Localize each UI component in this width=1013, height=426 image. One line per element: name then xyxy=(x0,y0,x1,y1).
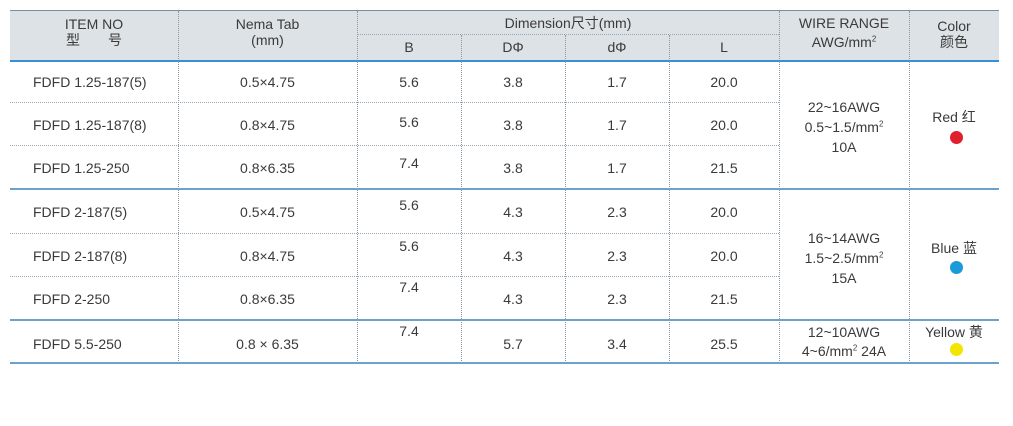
header-divider xyxy=(178,11,179,59)
table-header xyxy=(10,10,999,62)
row-7-nema: 0.8 × 6.35 xyxy=(236,336,299,352)
header-wire-unit: AWG/mm2 xyxy=(811,34,877,50)
header-item-no: ITEM NO xyxy=(64,16,124,32)
body-divider xyxy=(178,61,179,363)
row-4-item: FDFD 2-187(5) xyxy=(33,204,128,220)
body-divider xyxy=(909,61,910,363)
row-7-L: 25.5 xyxy=(710,336,738,352)
row-5-b: 5.6 xyxy=(399,238,419,254)
row-4-nema: 0.5×4.75 xyxy=(240,204,295,220)
row-1-b: 5.6 xyxy=(399,74,419,90)
row-5-nema: 0.8×4.75 xyxy=(240,248,295,264)
row-1-L: 20.0 xyxy=(710,74,738,90)
header-col-d: dΦ xyxy=(607,39,627,55)
header-col-D: DΦ xyxy=(502,39,524,55)
group-3-color-label: Yellow 黄 xyxy=(925,324,983,340)
group-1-color-label: Red 红 xyxy=(932,109,976,125)
header-color-cn: 颜色 xyxy=(940,34,968,50)
group-2-wire-amp: 15A xyxy=(831,270,857,286)
row-separator xyxy=(10,276,779,277)
row-6-L: 21.5 xyxy=(710,291,738,307)
group-1-wire-mm: 0.5~1.5/mm2 xyxy=(804,119,884,135)
red-color-dot xyxy=(950,131,963,144)
group-1-wire-amp: 10A xyxy=(831,139,857,155)
row-separator xyxy=(10,233,779,234)
header-divider xyxy=(669,35,670,59)
group-separator xyxy=(10,188,999,190)
row-3-D: 3.8 xyxy=(503,160,523,176)
header-divider xyxy=(779,11,780,59)
row-1-nema: 0.5×4.75 xyxy=(240,74,295,90)
row-2-d: 1.7 xyxy=(607,117,627,133)
row-7-item: FDFD 5.5-250 xyxy=(33,336,122,352)
table-bottom-border xyxy=(10,362,999,364)
group-1-wire-awg: 22~16AWG xyxy=(807,99,881,115)
group-3-wire-mm: 4~6/mm2 24A xyxy=(801,343,887,359)
group-2-wire-awg: 16~14AWG xyxy=(807,230,881,246)
row-2-D: 3.8 xyxy=(503,117,523,133)
row-6-b: 7.4 xyxy=(399,279,419,295)
row-5-D: 4.3 xyxy=(503,248,523,264)
header-divider xyxy=(461,35,462,59)
row-6-nema: 0.8×6.35 xyxy=(240,291,295,307)
row-3-nema: 0.8×6.35 xyxy=(240,160,295,176)
body-divider xyxy=(779,61,780,363)
row-7-d: 3.4 xyxy=(607,336,627,352)
row-1-d: 1.7 xyxy=(607,74,627,90)
row-5-item: FDFD 2-187(8) xyxy=(33,248,128,264)
row-2-L: 20.0 xyxy=(710,117,738,133)
row-7-b: 7.4 xyxy=(399,323,419,339)
group-separator xyxy=(10,319,999,321)
header-item-no-cn: 型 号 xyxy=(66,32,122,48)
row-6-item: FDFD 2-250 xyxy=(33,291,111,307)
header-subdivider xyxy=(357,34,779,35)
header-col-L: L xyxy=(720,39,728,55)
row-4-d: 2.3 xyxy=(607,204,627,220)
header-color: Color xyxy=(937,18,971,34)
row-1-item: FDFD 1.25-187(5) xyxy=(33,74,147,90)
row-separator xyxy=(10,102,779,103)
row-5-d: 2.3 xyxy=(607,248,627,264)
yellow-color-dot xyxy=(950,343,963,356)
row-4-b: 5.6 xyxy=(399,197,419,213)
row-6-d: 2.3 xyxy=(607,291,627,307)
body-divider xyxy=(669,61,670,363)
header-wire-range: WIRE RANGE xyxy=(798,15,890,31)
header-nema-unit: (mm) xyxy=(251,32,284,48)
row-3-d: 1.7 xyxy=(607,160,627,176)
row-3-b: 7.4 xyxy=(399,155,419,171)
body-divider xyxy=(357,61,358,363)
header-nema-tab: Nema Tab xyxy=(235,16,300,32)
row-3-L: 21.5 xyxy=(710,160,738,176)
header-col-b: B xyxy=(404,39,414,55)
row-5-L: 20.0 xyxy=(710,248,738,264)
row-4-D: 4.3 xyxy=(503,204,523,220)
row-2-item: FDFD 1.25-187(8) xyxy=(33,117,147,133)
header-divider xyxy=(357,11,358,59)
row-4-L: 20.0 xyxy=(710,204,738,220)
blue-color-dot xyxy=(950,261,963,274)
row-7-D: 5.7 xyxy=(503,336,523,352)
header-dimension: Dimension尺寸(mm) xyxy=(504,15,632,31)
body-divider xyxy=(565,61,566,363)
body-divider xyxy=(461,61,462,363)
group-3-wire-awg: 12~10AWG xyxy=(807,324,881,340)
row-separator xyxy=(10,145,779,146)
group-2-wire-mm: 1.5~2.5/mm2 xyxy=(804,250,884,266)
group-2-color-label: Blue 蓝 xyxy=(931,240,977,256)
header-divider xyxy=(565,35,566,59)
row-2-nema: 0.8×4.75 xyxy=(240,117,295,133)
row-6-D: 4.3 xyxy=(503,291,523,307)
header-divider xyxy=(909,11,910,59)
row-1-D: 3.8 xyxy=(503,74,523,90)
row-3-item: FDFD 1.25-250 xyxy=(33,160,130,176)
row-2-b: 5.6 xyxy=(399,114,419,130)
